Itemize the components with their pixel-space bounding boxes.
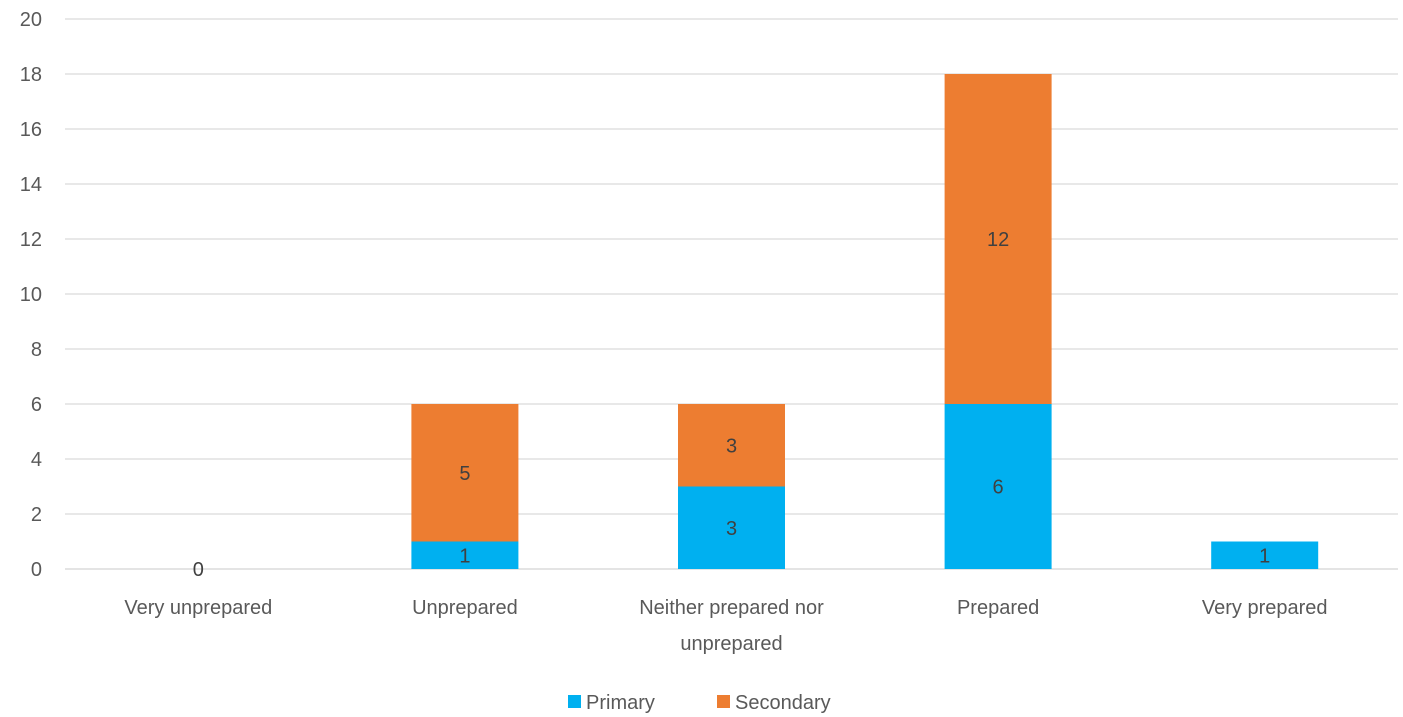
x-category-label: Very prepared: [1202, 597, 1328, 619]
gridlines: [65, 18, 1398, 570]
data-labels: 0 1 5 3 3 6 12 1: [193, 229, 1271, 581]
y-axis-ticks: 0 2 4 6 8 10 12 14 16 18 20: [20, 9, 42, 581]
bar-primary: [678, 486, 785, 569]
x-category-label: Neither prepared nor: [639, 597, 824, 619]
data-label: 1: [459, 545, 470, 567]
legend: Primary Secondary: [568, 692, 831, 714]
bar-secondary: [411, 404, 519, 542]
data-label: 1: [1259, 545, 1270, 567]
x-category-label: Prepared: [957, 597, 1039, 619]
data-label: 5: [459, 463, 470, 485]
y-tick-label: 6: [31, 394, 42, 416]
y-tick-label: 12: [20, 229, 42, 251]
bar-secondary: [678, 404, 785, 487]
data-label: 0: [193, 559, 204, 581]
y-tick-label: 10: [20, 284, 42, 306]
y-tick-label: 8: [31, 339, 42, 361]
legend-swatch-primary: [568, 695, 581, 708]
x-category-label: unprepared: [680, 633, 782, 655]
x-category-label: Unprepared: [412, 597, 518, 619]
legend-label-primary: Primary: [586, 692, 655, 714]
data-label: 3: [726, 518, 737, 540]
bar-primary: [944, 404, 1052, 569]
bars: [411, 74, 1319, 569]
x-category-label: Very unprepared: [124, 597, 272, 619]
data-label: 12: [987, 229, 1009, 251]
legend-swatch-secondary: [717, 695, 730, 708]
y-tick-label: 18: [20, 64, 42, 86]
y-tick-label: 20: [20, 9, 42, 31]
y-tick-label: 16: [20, 119, 42, 141]
data-label: 3: [726, 435, 737, 457]
x-axis-categories: Very unprepared Unprepared Neither prepare…: [124, 597, 1327, 655]
y-tick-label: 4: [31, 449, 42, 471]
y-tick-label: 14: [20, 174, 42, 196]
bar-secondary: [944, 74, 1052, 404]
y-tick-label: 0: [31, 559, 42, 581]
y-tick-label: 2: [31, 504, 42, 526]
bar-primary: [411, 541, 519, 569]
legend-label-secondary: Secondary: [735, 692, 831, 714]
bar-primary: [1211, 541, 1319, 569]
data-label: 6: [993, 477, 1004, 499]
